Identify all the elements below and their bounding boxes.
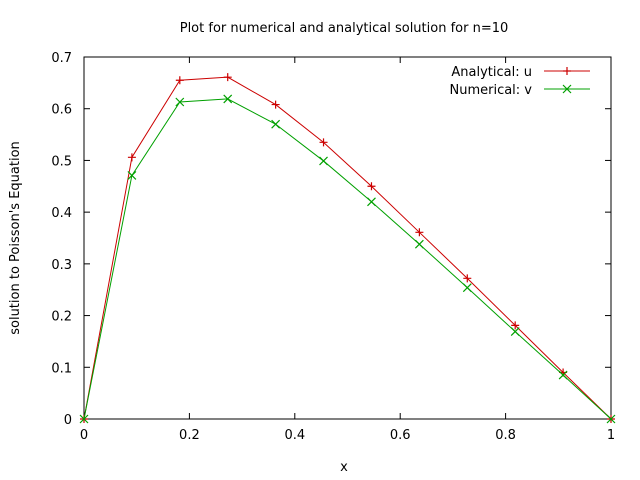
data-point (271, 100, 280, 109)
x-tick-label: 0 (80, 428, 88, 443)
series-numerical (79, 94, 616, 424)
legend-label: Numerical: v (449, 83, 532, 98)
data-point (127, 153, 136, 162)
data-point (223, 94, 233, 104)
data-point (319, 156, 328, 166)
y-tick-label: 0.6 (51, 103, 72, 118)
series-line (83, 98, 612, 420)
y-tick-label: 0.3 (51, 258, 72, 273)
y-tick-label: 0.5 (51, 154, 72, 169)
y-axis-label: solution to Poisson's Equation (8, 141, 23, 335)
series-layer (79, 73, 616, 424)
data-point (271, 119, 281, 129)
x-tick-label: 0.6 (390, 428, 411, 443)
x-axis-label: x (340, 460, 348, 475)
data-point (462, 283, 472, 293)
y-tick-label: 0.2 (51, 310, 72, 325)
x-tick-label: 0.8 (495, 428, 516, 443)
legend-item: Analytical: u (451, 65, 590, 80)
data-point (127, 171, 137, 180)
series-line (83, 76, 612, 420)
chart-title: Plot for numerical and analytical soluti… (180, 21, 509, 36)
y-tick-label: 0 (64, 413, 72, 428)
data-point (558, 370, 568, 380)
data-point (511, 321, 520, 330)
data-point (367, 182, 376, 191)
x-tick-label: 0.4 (284, 428, 305, 443)
legend-marker (563, 67, 571, 75)
x-tick-label: 1 (607, 428, 615, 443)
y-axis: 0 0.1 0.2 0.3 0.4 0.5 0.6 0.7 (51, 51, 611, 428)
series-analytical (80, 73, 615, 423)
data-point (463, 274, 472, 283)
data-point (367, 197, 376, 207)
data-point (175, 76, 184, 85)
data-point (319, 138, 328, 147)
legend-label: Analytical: u (451, 65, 532, 80)
legend: Analytical: u Numerical: v (449, 65, 590, 98)
y-tick-label: 0.1 (51, 361, 72, 376)
data-point (510, 327, 520, 337)
x-tick-label: 0.2 (179, 428, 200, 443)
data-point (414, 239, 424, 249)
plot-frame (83, 56, 612, 420)
data-point (415, 228, 424, 237)
legend-item: Numerical: v (449, 83, 590, 98)
x-axis: 0 0.2 0.4 0.6 0.8 1 (80, 57, 615, 443)
y-tick-label: 0.4 (51, 206, 72, 221)
legend-marker (562, 84, 572, 94)
y-tick-label: 0.7 (51, 51, 72, 66)
data-point (223, 73, 232, 82)
data-point (79, 414, 89, 424)
data-point (175, 97, 185, 107)
data-point (606, 414, 616, 424)
